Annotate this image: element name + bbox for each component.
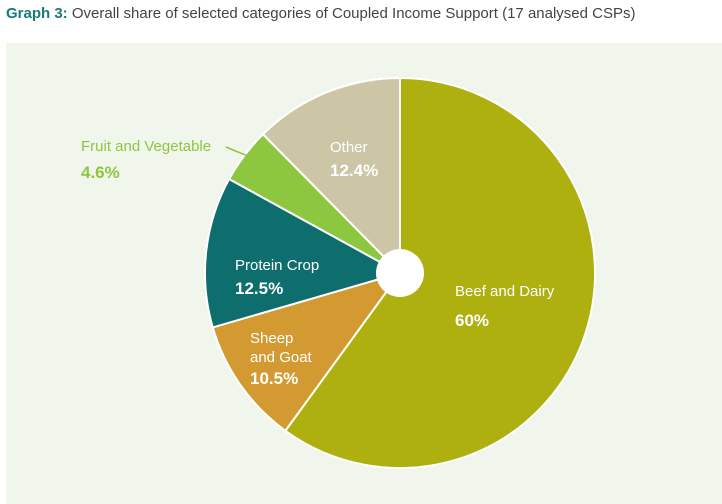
slice-other — [261, 76, 401, 276]
slice-label-fruit-and-vegetable: Fruit and Vegetable — [81, 138, 211, 155]
chart-title: Graph 3: Overall share of selected categ… — [6, 5, 636, 22]
slice-label-sheep-and-goat: Sheep and Goat — [250, 330, 313, 366]
slice-label-protein-crop: Protein Crop — [235, 257, 319, 274]
slice-value-sheep-and-goat: 10.5% — [250, 369, 298, 388]
slice-sheep-and-goat — [211, 271, 403, 433]
slice-beef-and-dairy — [283, 76, 596, 469]
leader-line-fruit-and-vegetable — [225, 146, 248, 157]
slice-protein-crop — [203, 177, 403, 329]
slice-value-other: 12.4% — [330, 161, 378, 180]
graph-number-label: Graph 3: — [6, 5, 68, 22]
label-group-protein-crop: Protein Crop 12.5% — [235, 257, 319, 298]
donut-hole — [376, 249, 424, 297]
label-group-other: Other 12.4% — [330, 139, 378, 180]
slice-value-beef-and-dairy: 60% — [455, 311, 489, 330]
slice-value-protein-crop: 12.5% — [235, 279, 283, 298]
slice-value-fruit-and-vegetable: 4.6% — [81, 163, 120, 182]
slice-label-other: Other — [330, 139, 368, 156]
label-group-beef-and-dairy: Beef and Dairy 60% — [455, 283, 555, 330]
graph-title-text: Overall share of selected categories of … — [71, 5, 636, 22]
label-group-fruit-and-vegetable: Fruit and Vegetable 4.6% — [81, 138, 248, 182]
label-group-sheep-and-goat: Sheep and Goat 10.5% — [250, 330, 313, 388]
slice-label-beef-and-dairy: Beef and Dairy — [455, 283, 555, 300]
